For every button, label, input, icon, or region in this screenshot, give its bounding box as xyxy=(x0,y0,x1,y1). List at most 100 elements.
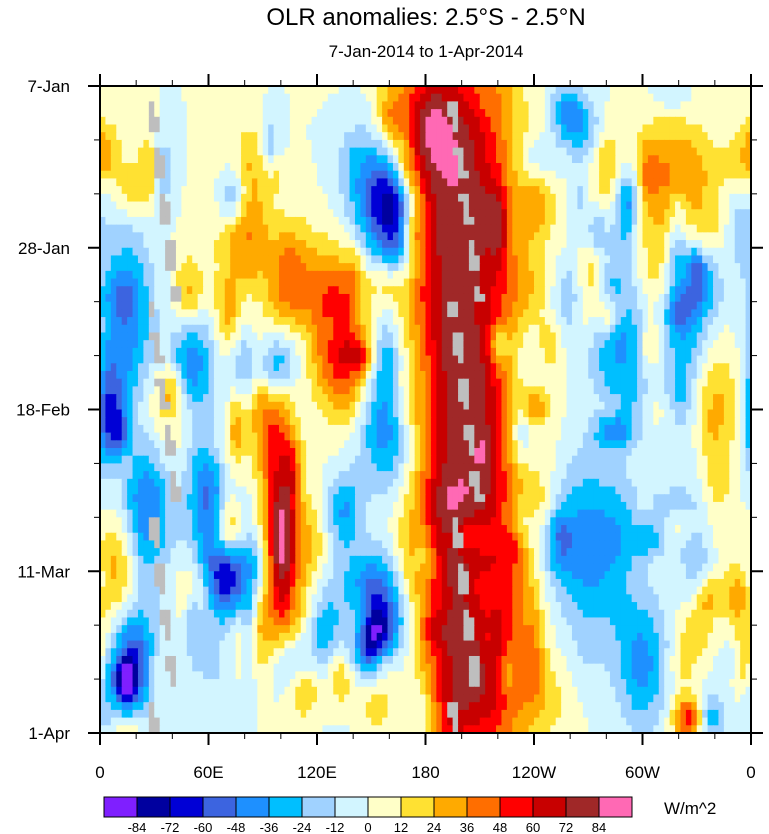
heatmap-cell xyxy=(246,332,253,341)
heatmap-cell xyxy=(718,394,725,403)
heatmap-cell xyxy=(322,240,329,249)
heatmap-cell xyxy=(452,378,459,387)
heatmap-cell xyxy=(430,301,437,310)
heatmap-cell xyxy=(284,301,291,310)
heatmap-cell xyxy=(544,116,551,126)
heatmap-cell xyxy=(479,93,486,102)
heatmap-cell xyxy=(257,247,264,257)
heatmap-cell xyxy=(311,240,318,249)
heatmap-cell xyxy=(322,332,329,341)
heatmap-cell xyxy=(468,324,475,334)
heatmap-cell xyxy=(224,324,231,334)
heatmap-cell xyxy=(154,370,161,380)
heatmap-cell xyxy=(311,101,318,110)
heatmap-cell xyxy=(338,247,345,257)
heatmap-cell xyxy=(626,93,633,102)
heatmap-cell xyxy=(306,216,313,226)
heatmap-cell xyxy=(154,293,161,303)
heatmap-cell xyxy=(685,193,692,203)
heatmap-cell xyxy=(159,155,166,164)
heatmap-cell xyxy=(539,139,546,149)
heatmap-cell xyxy=(544,124,551,133)
heatmap-cell xyxy=(430,355,437,364)
heatmap-cell xyxy=(175,394,182,403)
heatmap-cell xyxy=(311,309,318,318)
heatmap-cell xyxy=(593,163,600,172)
heatmap-cell xyxy=(702,370,709,380)
heatmap-cell xyxy=(295,232,302,241)
heatmap-cell xyxy=(284,363,291,372)
heatmap-cell xyxy=(517,317,524,326)
heatmap-cell xyxy=(452,324,459,334)
heatmap-cell xyxy=(409,240,416,249)
heatmap-cell xyxy=(571,232,578,241)
heatmap-cell xyxy=(382,247,389,257)
heatmap-cell xyxy=(306,201,313,210)
heatmap-cell xyxy=(436,263,443,272)
heatmap-cell xyxy=(729,209,736,218)
heatmap-cell xyxy=(219,255,226,264)
heatmap-cell xyxy=(219,301,226,310)
heatmap-cell xyxy=(523,332,530,341)
heatmap-cell xyxy=(588,301,595,310)
heatmap-cell xyxy=(279,224,286,233)
heatmap-cell xyxy=(203,224,210,233)
heatmap-cell xyxy=(474,132,481,141)
heatmap-cell xyxy=(181,224,188,233)
heatmap-cell xyxy=(414,347,421,357)
heatmap-cell xyxy=(371,370,378,380)
heatmap-cell xyxy=(235,332,242,341)
heatmap-cell xyxy=(669,193,676,203)
heatmap-cell xyxy=(159,124,166,133)
heatmap-cell xyxy=(186,101,193,110)
heatmap-cell xyxy=(517,155,524,164)
heatmap-cell xyxy=(496,93,503,102)
heatmap-cell xyxy=(702,163,709,172)
heatmap-cell xyxy=(143,86,150,95)
heatmap-cell xyxy=(121,263,128,272)
heatmap-cell xyxy=(224,309,231,318)
heatmap-cell xyxy=(279,109,286,118)
heatmap-cell xyxy=(170,86,177,95)
heatmap-cell xyxy=(523,240,530,249)
heatmap-cell xyxy=(311,139,318,149)
heatmap-cell xyxy=(273,93,280,102)
heatmap-cell xyxy=(306,301,313,310)
heatmap-cell xyxy=(506,363,513,372)
heatmap-cell xyxy=(376,309,383,318)
heatmap-cell xyxy=(685,139,692,149)
heatmap-cell xyxy=(208,401,215,411)
heatmap-cell xyxy=(669,370,676,380)
heatmap-cell xyxy=(501,278,508,287)
heatmap-cell xyxy=(273,124,280,133)
heatmap-cell xyxy=(447,209,454,218)
heatmap-cell xyxy=(420,270,427,280)
heatmap-cell xyxy=(723,293,730,303)
heatmap-cell xyxy=(181,232,188,241)
heatmap-cell xyxy=(675,270,682,280)
heatmap-cell xyxy=(490,355,497,364)
heatmap-cell xyxy=(566,209,573,218)
heatmap-cell xyxy=(273,270,280,280)
heatmap-cell xyxy=(631,201,638,210)
heatmap-cell xyxy=(235,116,242,126)
heatmap-cell xyxy=(647,386,654,395)
heatmap-cell xyxy=(127,86,134,95)
heatmap-cell xyxy=(664,347,671,357)
heatmap-cell xyxy=(409,363,416,372)
heatmap-cell xyxy=(452,216,459,226)
heatmap-cell xyxy=(360,132,367,141)
heatmap-cell xyxy=(105,132,112,141)
heatmap-cell xyxy=(582,232,589,241)
heatmap-cell xyxy=(664,209,671,218)
heatmap-cell xyxy=(170,240,177,249)
heatmap-cell xyxy=(669,132,676,141)
heatmap-cell xyxy=(506,124,513,133)
heatmap-cell xyxy=(599,332,606,341)
heatmap-cell xyxy=(186,386,193,395)
heatmap-cell xyxy=(197,324,204,334)
heatmap-cell xyxy=(268,170,275,180)
heatmap-cell xyxy=(398,109,405,118)
heatmap-cell xyxy=(642,232,649,241)
